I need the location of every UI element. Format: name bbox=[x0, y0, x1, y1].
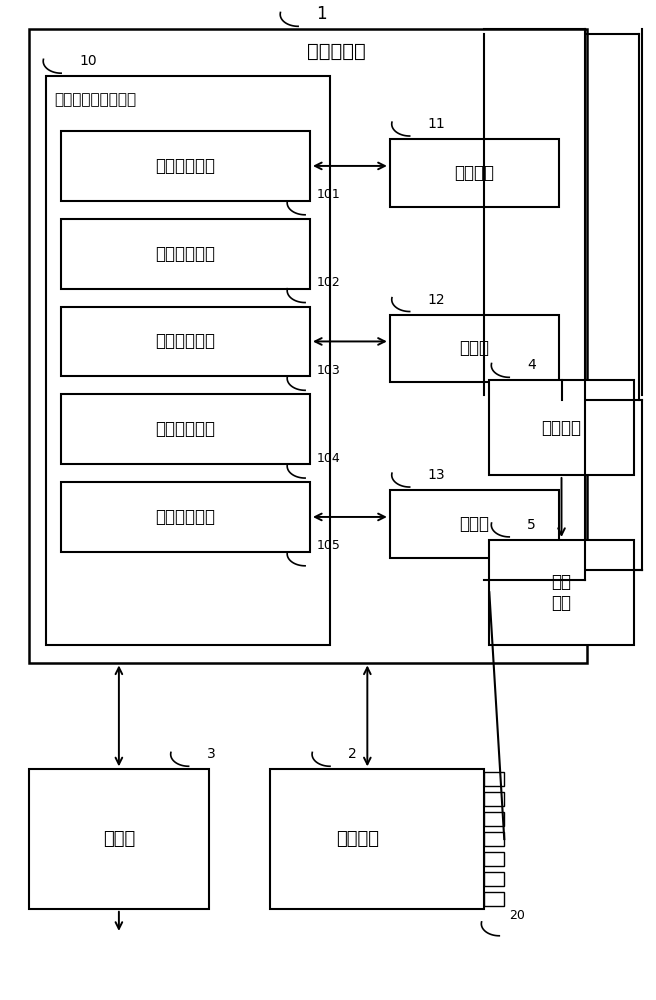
Bar bbox=[61, 482, 310, 552]
Text: 12: 12 bbox=[428, 293, 445, 307]
Bar bbox=[61, 131, 310, 201]
Text: 4: 4 bbox=[527, 358, 536, 372]
Bar bbox=[390, 315, 559, 382]
Text: 101: 101 bbox=[317, 188, 341, 201]
Bar bbox=[61, 394, 310, 464]
Bar bbox=[270, 769, 484, 909]
Bar bbox=[484, 792, 504, 806]
Bar bbox=[30, 29, 587, 663]
Text: 微处理器: 微处理器 bbox=[455, 164, 495, 182]
Text: 信号分析模块: 信号分析模块 bbox=[155, 420, 216, 438]
Bar bbox=[61, 307, 310, 376]
Bar bbox=[484, 852, 504, 866]
Bar bbox=[484, 832, 504, 846]
Text: 102: 102 bbox=[317, 276, 341, 289]
Text: 手臂控制模块: 手臂控制模块 bbox=[155, 245, 216, 263]
Text: 13: 13 bbox=[428, 468, 445, 482]
Text: 3: 3 bbox=[207, 747, 215, 761]
Bar bbox=[489, 540, 634, 645]
Text: 20: 20 bbox=[509, 909, 525, 922]
Text: 测试
治具: 测试 治具 bbox=[552, 573, 571, 612]
Text: 参数设置模块: 参数设置模块 bbox=[155, 157, 216, 175]
Bar bbox=[46, 76, 330, 645]
Bar bbox=[61, 219, 310, 289]
Text: 显示器: 显示器 bbox=[459, 515, 489, 533]
Text: 1: 1 bbox=[316, 5, 327, 23]
Text: 报告产生模块: 报告产生模块 bbox=[155, 508, 216, 526]
Text: 机械手臂: 机械手臂 bbox=[541, 419, 581, 437]
Text: 2: 2 bbox=[348, 747, 357, 761]
Text: 信号完整性测试系统: 信号完整性测试系统 bbox=[54, 92, 136, 107]
Text: 存储器: 存储器 bbox=[459, 339, 489, 357]
Text: 5: 5 bbox=[527, 518, 536, 532]
Text: 104: 104 bbox=[317, 452, 341, 465]
Text: 信号量测模块: 信号量测模块 bbox=[155, 332, 216, 350]
Text: 11: 11 bbox=[428, 117, 445, 131]
Text: 示波器: 示波器 bbox=[103, 830, 135, 848]
Text: 105: 105 bbox=[317, 539, 341, 552]
Bar bbox=[489, 380, 634, 475]
Bar bbox=[484, 772, 504, 786]
Bar bbox=[484, 892, 504, 906]
Bar bbox=[390, 139, 559, 207]
Text: 电子产品: 电子产品 bbox=[336, 830, 379, 848]
Bar bbox=[484, 812, 504, 826]
Bar bbox=[390, 490, 559, 558]
Text: 主控计算机: 主控计算机 bbox=[306, 42, 365, 61]
Text: 10: 10 bbox=[79, 54, 96, 68]
Text: 103: 103 bbox=[317, 364, 341, 377]
Bar bbox=[30, 769, 209, 909]
Bar bbox=[484, 872, 504, 886]
